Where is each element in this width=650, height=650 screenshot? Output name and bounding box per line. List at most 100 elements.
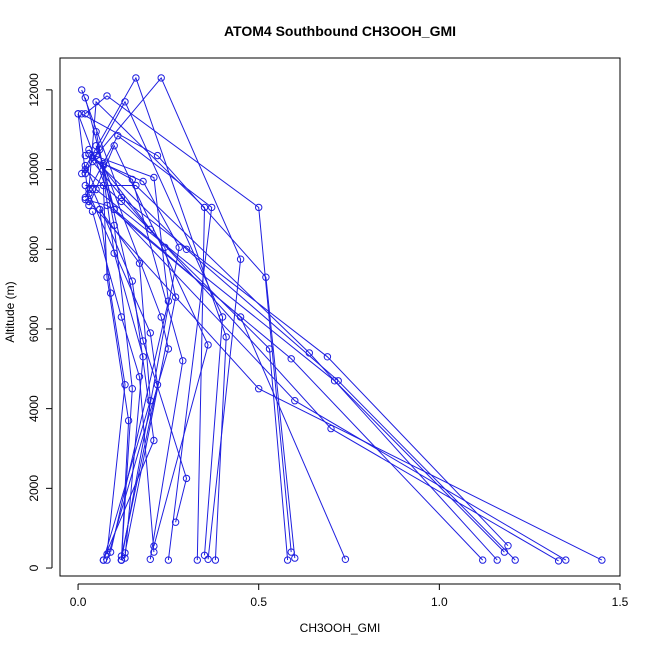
series-line (99, 149, 144, 559)
series-line (81, 76, 227, 561)
data-point (500, 548, 509, 556)
data-point (150, 436, 158, 445)
x-tick-label: 0.5 (250, 595, 267, 609)
series-30 (96, 205, 129, 558)
data-point (96, 205, 104, 214)
data-point (121, 554, 129, 562)
data-point (139, 337, 147, 345)
data-point (330, 377, 339, 385)
data-point (479, 556, 487, 564)
data-point (200, 551, 209, 559)
data-point (117, 556, 126, 564)
axes-layer: 0.0 0.5 1.0 1.5 0 2000 4000 6000 8000 10000 12000 (27, 73, 629, 609)
data-point (265, 345, 274, 353)
data-point (200, 203, 209, 212)
data-point (164, 556, 173, 564)
data-point (85, 189, 93, 198)
y-tick-label: 0 (27, 564, 41, 571)
data-point (164, 345, 173, 353)
series-12 (81, 165, 292, 564)
data-point (139, 353, 147, 361)
series-line (84, 169, 289, 561)
data-point (110, 142, 118, 150)
data-point (92, 98, 100, 106)
series-line (88, 193, 159, 557)
series-line (88, 149, 559, 562)
data-point (175, 243, 183, 252)
data-point (171, 518, 180, 526)
series-18 (85, 142, 212, 550)
data-point (81, 110, 90, 118)
x-tick-label: 1.0 (431, 595, 448, 609)
data-point (135, 373, 144, 381)
series-31 (99, 181, 133, 564)
data-point (208, 203, 216, 212)
series-line (84, 95, 292, 553)
series-line (95, 131, 133, 561)
data-point (150, 173, 158, 182)
y-tick-label: 4000 (27, 395, 41, 422)
data-point (132, 74, 140, 82)
data-point (103, 273, 111, 281)
data-point (164, 297, 173, 305)
series-3 (85, 145, 563, 565)
data-point (218, 313, 227, 321)
series-10 (78, 110, 299, 562)
y-tick-label: 6000 (27, 315, 41, 342)
data-point (96, 145, 104, 154)
data-point (153, 151, 162, 160)
series-line (88, 153, 169, 553)
series-line (99, 209, 126, 555)
data-point (182, 474, 191, 483)
data-point (255, 385, 263, 393)
data-point (124, 416, 133, 425)
data-point (182, 245, 191, 254)
data-point (85, 149, 93, 158)
series-line (77, 113, 603, 561)
data-point (117, 193, 126, 202)
data-point (99, 161, 108, 170)
series-line (95, 76, 242, 560)
series-line (84, 97, 567, 561)
chart-title: ATOM4 Southbound CH3OOH_GMI (224, 23, 456, 39)
data-point (305, 349, 313, 357)
series-line (85, 199, 484, 561)
x-axis-label: CH3OOH_GMI (300, 621, 381, 635)
data-point (85, 201, 93, 210)
data-point (99, 556, 108, 564)
data-point (554, 557, 563, 565)
data-point (171, 293, 180, 301)
series-line (81, 89, 509, 547)
data-point (287, 548, 295, 556)
data-point (74, 110, 82, 118)
y-tick-label: 10000 (27, 153, 41, 187)
series-15 (81, 98, 227, 559)
data-point (283, 556, 292, 564)
data-point (204, 341, 212, 349)
data-point (236, 255, 245, 263)
series-32 (96, 145, 147, 562)
y-tick-label: 2000 (27, 475, 41, 502)
y-tick-label: 12000 (27, 73, 41, 107)
data-point (135, 259, 144, 267)
data-point (139, 177, 147, 186)
data-point (114, 132, 122, 140)
data-point (157, 74, 165, 82)
data-point (78, 86, 86, 94)
x-tick-label: 1.5 (612, 595, 629, 609)
data-point (103, 92, 111, 100)
data-point (81, 161, 90, 170)
series-21 (81, 151, 183, 564)
series-line (88, 144, 209, 547)
data-point (78, 110, 86, 118)
data-point (110, 249, 118, 257)
series-line (95, 145, 169, 561)
data-point (146, 555, 155, 563)
data-point (255, 203, 263, 212)
data-point (121, 98, 129, 106)
data-point (179, 357, 187, 365)
data-point (85, 185, 93, 194)
data-point (291, 397, 299, 405)
